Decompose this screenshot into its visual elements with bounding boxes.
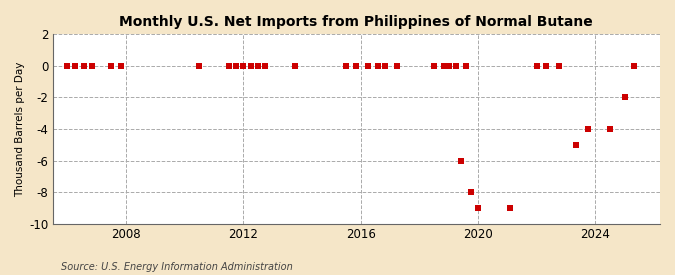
Point bbox=[554, 64, 564, 68]
Point bbox=[465, 190, 476, 194]
Point bbox=[570, 142, 581, 147]
Point bbox=[194, 64, 205, 68]
Point bbox=[62, 64, 73, 68]
Point bbox=[620, 95, 630, 100]
Point bbox=[504, 206, 515, 210]
Point bbox=[238, 64, 248, 68]
Point bbox=[438, 64, 449, 68]
Point bbox=[392, 64, 403, 68]
Point bbox=[86, 64, 97, 68]
Point bbox=[252, 64, 263, 68]
Point bbox=[290, 64, 300, 68]
Point bbox=[429, 64, 439, 68]
Point bbox=[223, 64, 234, 68]
Y-axis label: Thousand Barrels per Day: Thousand Barrels per Day bbox=[15, 61, 25, 197]
Point bbox=[629, 64, 640, 68]
Point bbox=[456, 158, 466, 163]
Point bbox=[245, 64, 256, 68]
Point bbox=[79, 64, 90, 68]
Title: Monthly U.S. Net Imports from Philippines of Normal Butane: Monthly U.S. Net Imports from Philippine… bbox=[119, 15, 593, 29]
Point bbox=[260, 64, 271, 68]
Point bbox=[70, 64, 80, 68]
Point bbox=[460, 64, 471, 68]
Point bbox=[541, 64, 552, 68]
Point bbox=[362, 64, 373, 68]
Point bbox=[341, 64, 352, 68]
Point bbox=[472, 206, 483, 210]
Point bbox=[379, 64, 390, 68]
Point bbox=[115, 64, 126, 68]
Point bbox=[350, 64, 361, 68]
Point bbox=[451, 64, 462, 68]
Point bbox=[443, 64, 454, 68]
Text: Source: U.S. Energy Information Administration: Source: U.S. Energy Information Administ… bbox=[61, 262, 292, 272]
Point bbox=[531, 64, 542, 68]
Point bbox=[583, 127, 593, 131]
Point bbox=[231, 64, 242, 68]
Point bbox=[106, 64, 117, 68]
Point bbox=[605, 127, 616, 131]
Point bbox=[373, 64, 383, 68]
